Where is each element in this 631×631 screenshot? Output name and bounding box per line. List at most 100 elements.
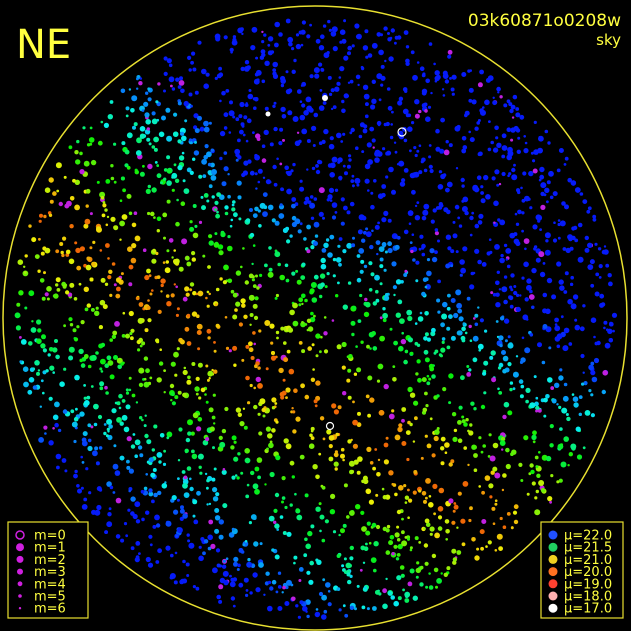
star [185, 450, 188, 454]
star [174, 395, 179, 400]
star [227, 235, 231, 239]
star [235, 301, 241, 307]
star [385, 550, 391, 555]
star [355, 345, 358, 348]
star [194, 386, 200, 392]
star [105, 243, 110, 248]
star [342, 391, 347, 396]
star [390, 123, 394, 126]
star [354, 607, 357, 611]
star [315, 506, 321, 512]
star [43, 214, 47, 219]
star [131, 95, 138, 102]
star [444, 451, 448, 455]
star [183, 492, 190, 498]
star [153, 147, 158, 152]
star [383, 295, 390, 301]
star [285, 70, 289, 74]
star [151, 187, 157, 193]
star [428, 144, 432, 147]
star [252, 97, 256, 101]
star [335, 294, 339, 298]
star [468, 130, 472, 134]
star [477, 343, 484, 350]
star [280, 395, 285, 400]
star [202, 551, 206, 556]
star [197, 417, 203, 422]
star [434, 231, 439, 236]
star [402, 87, 408, 92]
star [579, 192, 584, 196]
magnitude-symbol [16, 543, 24, 552]
star [338, 76, 342, 79]
star [409, 351, 414, 356]
star [323, 242, 329, 248]
star [388, 540, 394, 546]
star [291, 69, 296, 75]
star [490, 470, 495, 475]
star [208, 519, 214, 525]
star [535, 257, 541, 263]
star [342, 164, 346, 168]
star [408, 498, 413, 503]
star [249, 208, 253, 212]
star [558, 148, 564, 153]
star [338, 262, 342, 267]
star [173, 258, 180, 265]
star [490, 350, 496, 356]
star [411, 121, 415, 125]
star [195, 392, 199, 396]
star [245, 139, 249, 143]
star [524, 195, 530, 202]
star [223, 264, 229, 271]
star [327, 194, 333, 200]
star [367, 162, 371, 165]
star [160, 278, 166, 284]
star [201, 68, 207, 75]
star [454, 204, 460, 210]
star [64, 469, 68, 473]
star [257, 412, 261, 416]
star [510, 138, 514, 142]
star [515, 107, 520, 111]
star [170, 361, 176, 367]
star [543, 414, 547, 418]
star [554, 323, 558, 326]
star [352, 443, 358, 449]
star [289, 460, 295, 466]
star [55, 453, 62, 460]
star [241, 32, 244, 36]
star [117, 364, 122, 370]
star [321, 248, 327, 253]
bright-star [325, 421, 335, 431]
star [269, 323, 275, 329]
star [461, 419, 466, 424]
star [19, 360, 23, 364]
star [274, 492, 280, 498]
star [103, 431, 107, 436]
star [507, 410, 513, 416]
star [456, 330, 462, 336]
star [255, 187, 258, 190]
star [28, 341, 33, 346]
star [348, 158, 352, 162]
star [427, 105, 432, 109]
star [351, 44, 355, 48]
star [280, 78, 287, 84]
star [107, 275, 112, 280]
star [232, 200, 236, 204]
star [321, 594, 327, 601]
star [513, 163, 516, 167]
star [366, 446, 372, 452]
star [214, 33, 221, 40]
star [206, 478, 210, 483]
star [249, 232, 255, 238]
star [567, 298, 573, 305]
star [587, 206, 592, 211]
star [247, 93, 254, 100]
star [297, 229, 302, 234]
star [437, 239, 440, 243]
star [529, 333, 534, 337]
star [162, 212, 168, 218]
star [563, 327, 570, 334]
